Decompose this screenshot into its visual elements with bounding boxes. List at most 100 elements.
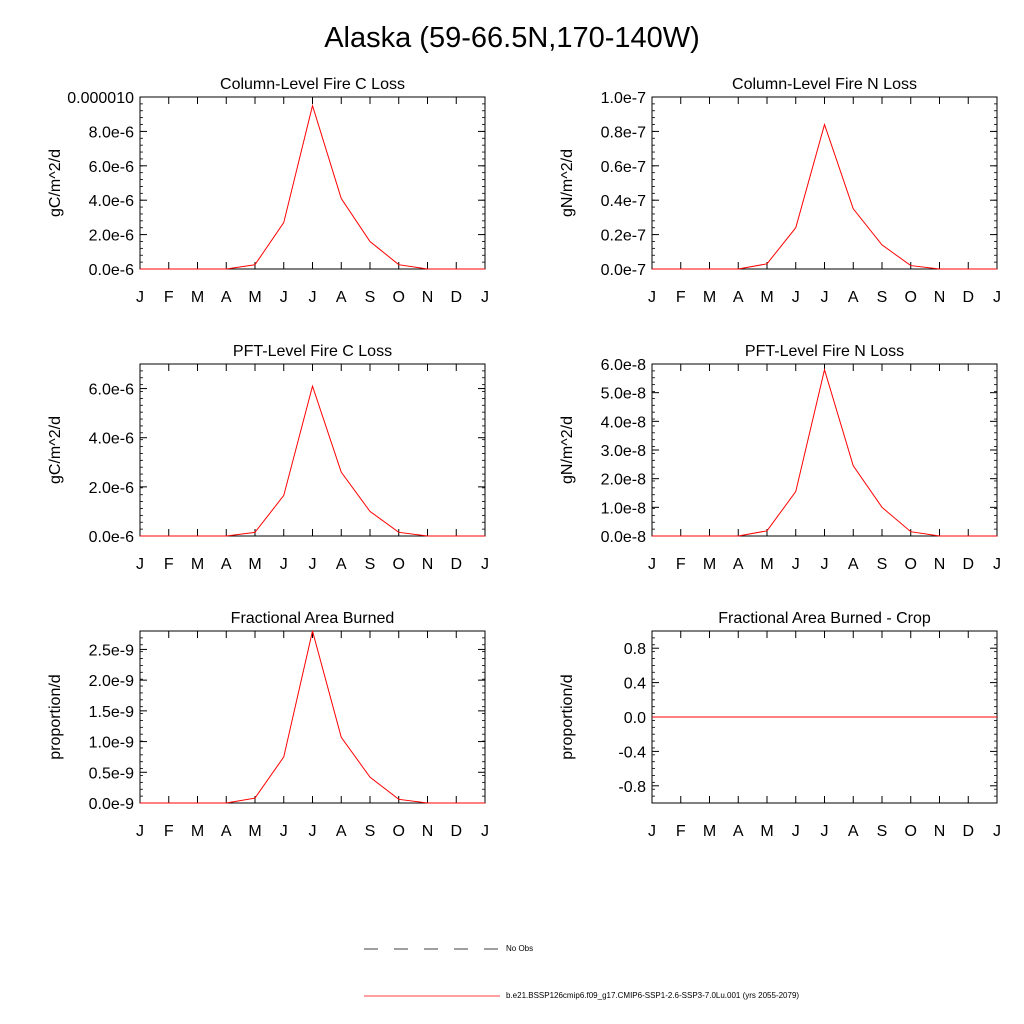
y-tick-label: 1.0e-8 [601, 500, 646, 517]
x-tick-label: J [821, 289, 829, 306]
y-tick-label: 4.0e-6 [89, 193, 134, 210]
x-tick-label: S [877, 289, 888, 306]
series-line [652, 367, 997, 537]
x-tick-label: S [877, 556, 888, 573]
y-tick-label: 2.0e-6 [89, 228, 134, 245]
x-tick-label: F [676, 556, 686, 573]
x-tick-label: O [393, 823, 405, 840]
y-tick-label: 0.8 [624, 641, 646, 658]
x-tick-label: M [191, 556, 204, 573]
y-tick-label: 1.0e-7 [601, 90, 646, 107]
x-tick-label: J [136, 289, 144, 306]
x-tick-label: S [365, 823, 376, 840]
y-tick-label: 0.0e-6 [89, 262, 134, 279]
x-tick-label: A [848, 823, 859, 840]
chart-panel-1: Column-Level Fire C Loss gC/m^2/d 0.0e-6 2.… [47, 76, 489, 306]
x-tick-label: J [136, 556, 144, 573]
x-tick-label: F [164, 289, 174, 306]
x-tick-label: A [848, 289, 859, 306]
x-tick-label: A [221, 289, 232, 306]
y-axis-label: proportion/d [559, 674, 576, 759]
x-tick-label: J [792, 823, 800, 840]
y-tick-label: 0.6e-7 [601, 159, 646, 176]
x-tick-label: M [248, 556, 261, 573]
plot-frame [651, 363, 998, 537]
x-tick-label: D [962, 556, 974, 573]
x-tick-label: N [934, 823, 946, 840]
y-axis-label: proportion/d [47, 674, 64, 759]
chart-panel-3: PFT-Level Fire C Loss gC/m^2/d 0.0e-6 2.0e-… [47, 343, 489, 573]
x-tick-label: J [309, 556, 317, 573]
series-line [140, 384, 485, 537]
x-tick-label: J [280, 823, 288, 840]
x-tick-label: J [648, 556, 656, 573]
x-tick-label: N [422, 556, 434, 573]
plot-frame [651, 96, 998, 270]
x-tick-label: N [934, 289, 946, 306]
y-tick-label: 0.0 [624, 710, 646, 727]
y-tick-label: 4.0e-6 [89, 431, 134, 448]
y-tick-label: 0.8e-7 [601, 124, 646, 141]
y-tick-label: 0.0e-7 [601, 262, 646, 279]
x-tick-label: A [733, 823, 744, 840]
x-tick-label: M [703, 823, 716, 840]
x-tick-label: O [905, 556, 917, 573]
figure-title: Alaska (59-66.5N,170-140W) [324, 22, 700, 54]
y-tick-label: 4.0e-8 [601, 414, 646, 431]
x-tick-label: M [760, 289, 773, 306]
chart-panel-6: Fractional Area Burned - Crop proportion/… [559, 610, 1001, 840]
y-tick-label: 1.5e-9 [89, 704, 134, 721]
plot-frame [139, 363, 486, 537]
y-tick-label: 0.0e-9 [89, 796, 134, 813]
x-tick-label: J [481, 556, 489, 573]
x-tick-label: J [993, 289, 1001, 306]
x-tick-label: J [136, 823, 144, 840]
x-tick-label: D [962, 289, 974, 306]
y-tick-label: 0.0e-8 [601, 529, 646, 546]
x-tick-label: S [877, 823, 888, 840]
y-axis-label: gN/m^2/d [559, 149, 576, 217]
series-line [140, 630, 485, 804]
y-tick-label: 6.0e-6 [89, 382, 134, 399]
x-tick-label: J [309, 289, 317, 306]
panel-title: Fractional Area Burned - Crop [718, 610, 931, 627]
x-tick-label: J [993, 556, 1001, 573]
y-tick-label: -0.8 [618, 779, 646, 796]
x-tick-label: M [191, 289, 204, 306]
legend-label-no-obs: No Obs [506, 944, 534, 953]
y-tick-label: 6.0e-8 [601, 357, 646, 374]
x-tick-label: M [703, 556, 716, 573]
x-tick-label: J [280, 289, 288, 306]
x-tick-label: J [821, 556, 829, 573]
y-tick-label: 3.0e-8 [601, 443, 646, 460]
x-tick-label: J [792, 289, 800, 306]
x-tick-label: J [821, 823, 829, 840]
y-tick-label: 1.0e-9 [89, 735, 134, 752]
x-tick-label: S [365, 289, 376, 306]
x-tick-label: J [792, 556, 800, 573]
x-tick-label: N [934, 556, 946, 573]
x-tick-label: M [191, 823, 204, 840]
x-tick-label: J [309, 823, 317, 840]
y-tick-label: 0.000010 [67, 90, 134, 107]
x-tick-label: O [393, 289, 405, 306]
panel-title: Column-Level Fire N Loss [732, 76, 917, 93]
x-tick-label: J [481, 823, 489, 840]
x-tick-label: F [164, 823, 174, 840]
y-tick-label: 6.0e-6 [89, 159, 134, 176]
plot-frame [139, 630, 486, 804]
y-tick-label: 2.0e-8 [601, 472, 646, 489]
x-tick-label: A [221, 823, 232, 840]
x-tick-label: A [336, 289, 347, 306]
x-tick-label: M [703, 289, 716, 306]
x-tick-label: D [962, 823, 974, 840]
y-tick-label: 2.0e-9 [89, 673, 134, 690]
x-tick-label: A [733, 289, 744, 306]
y-axis-label: gC/m^2/d [47, 149, 64, 217]
panel-title: Column-Level Fire C Loss [220, 76, 405, 93]
x-tick-label: S [365, 556, 376, 573]
x-tick-label: O [393, 556, 405, 573]
legend-label-model: b.e21.BSSP126cmip6.f09_g17.CMIP6-SSP1-2.… [506, 991, 800, 1000]
y-tick-label: 0.0e-6 [89, 529, 134, 546]
